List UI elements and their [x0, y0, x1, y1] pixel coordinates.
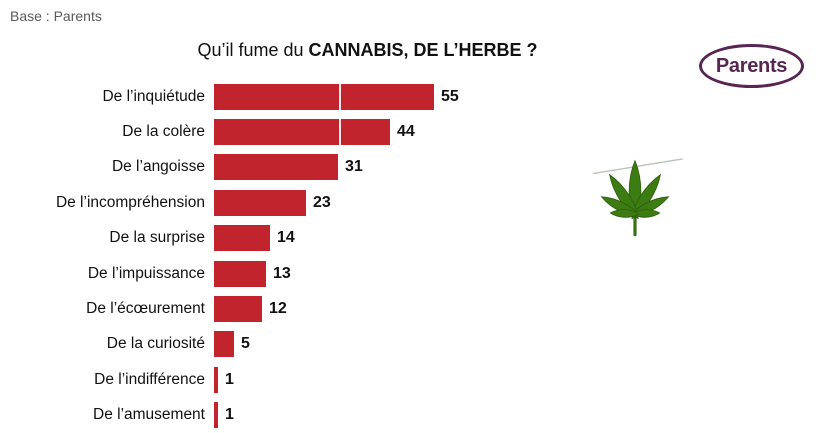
- value-label: 1: [225, 370, 234, 388]
- category-label: De la curiosité: [106, 335, 205, 353]
- category-label: De l’angoisse: [111, 158, 205, 176]
- bar-area: 23: [214, 185, 568, 221]
- bar: [214, 225, 270, 252]
- bar: [214, 260, 266, 287]
- gridline: [339, 291, 341, 327]
- value-label: 12: [269, 300, 287, 318]
- bar: [214, 402, 218, 429]
- chart-title-bold: CANNABIS, DE L’HERBE ?: [308, 40, 538, 60]
- bar-row: De l’écœurement 12: [8, 291, 568, 327]
- category-label: De la surprise: [109, 229, 205, 247]
- category-label: De l’impuissance: [87, 264, 205, 282]
- value-label: 31: [345, 158, 363, 176]
- gridline: [339, 220, 341, 256]
- bar-area: 31: [214, 149, 568, 186]
- bar-row: De l’amusement 1: [8, 397, 568, 433]
- bar-row: De l’inquiétude 55: [8, 79, 568, 115]
- chart-title-normal: Qu’il fume du: [197, 40, 309, 60]
- gridline: [339, 149, 341, 186]
- gridline: [339, 326, 341, 363]
- value-label: 5: [241, 335, 250, 353]
- value-label: 13: [273, 264, 291, 282]
- bar-area: 55: [214, 79, 568, 115]
- bar: [214, 119, 390, 146]
- bar-row: De la colère 44: [8, 114, 568, 150]
- gridline: [339, 114, 341, 150]
- bar: [214, 83, 434, 110]
- gridline: [339, 185, 341, 221]
- bar-area: 12: [214, 291, 568, 327]
- bar-row: De l’impuissance 13: [8, 255, 568, 292]
- category-label: De l’écœurement: [86, 300, 205, 318]
- parents-logo: Parents: [699, 44, 804, 88]
- cannabis-leaf-image: [592, 158, 683, 237]
- category-label: De la colère: [122, 123, 205, 141]
- value-label: 55: [441, 87, 459, 105]
- parents-logo-text: Parents: [715, 54, 788, 77]
- bar-area: 5: [214, 326, 568, 363]
- bar: [214, 296, 262, 323]
- leaf-shape: [600, 159, 670, 237]
- gridline: [339, 362, 341, 398]
- category-label: De l’inquiétude: [102, 87, 205, 105]
- bar-row: De l’angoisse 31: [8, 149, 568, 186]
- bar-area: 14: [214, 220, 568, 256]
- bar-area: 1: [214, 362, 568, 398]
- gridline: [339, 255, 341, 292]
- value-label: 23: [313, 193, 331, 211]
- category-label: De l’incompréhension: [55, 193, 205, 211]
- value-label: 44: [397, 123, 415, 141]
- chart-title: Qu’il fume du CANNABIS, DE L’HERBE ?: [95, 40, 640, 61]
- bar-chart: De l’inquiétude 55 De la colère 44 De l’ango…: [8, 79, 568, 433]
- bar: [214, 154, 338, 181]
- base-label: Base : Parents: [10, 8, 102, 24]
- bar-row: De la surprise 14: [8, 220, 568, 256]
- value-label: 1: [225, 406, 234, 424]
- gridline: [339, 397, 341, 433]
- category-label: De l’indifférence: [94, 370, 205, 388]
- bar-row: De l’indifférence 1: [8, 362, 568, 398]
- bar-row: De la curiosité 5: [8, 326, 568, 363]
- bar: [214, 366, 218, 393]
- bar-area: 1: [214, 397, 568, 433]
- bar-area: 13: [214, 255, 568, 292]
- category-label: De l’amusement: [93, 406, 205, 424]
- bar-area: 44: [214, 114, 568, 150]
- bar-row: De l’incompréhension 23: [8, 185, 568, 221]
- twig-line: [592, 158, 683, 175]
- gridline: [339, 79, 341, 115]
- bar: [214, 189, 306, 216]
- value-label: 14: [277, 229, 295, 247]
- bar: [214, 331, 234, 358]
